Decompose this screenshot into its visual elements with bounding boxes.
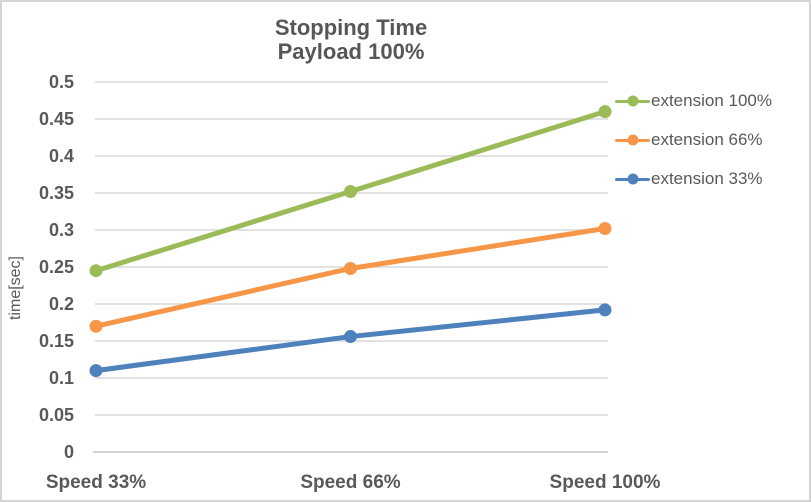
y-tick-label: 0.45 [39, 109, 74, 129]
chart-title: Stopping Time Payload 100% [0, 16, 702, 64]
data-point-extension-100- [344, 185, 357, 199]
y-tick-label: 0.35 [39, 183, 74, 203]
x-axis-label: Speed 66% [300, 472, 400, 493]
data-point-extension-33- [344, 330, 357, 344]
data-point-extension-100- [89, 264, 103, 278]
y-tick-label: 0.15 [39, 331, 74, 351]
y-tick-label: 0.3 [49, 220, 74, 240]
y-tick-label: 0.25 [39, 257, 74, 277]
y-tick-label: 0.4 [49, 146, 74, 166]
y-tick-label: 0 [64, 442, 74, 462]
legend-item-extension-100: extension 100% [615, 88, 772, 114]
x-axis-label: Speed 100% [550, 472, 661, 493]
data-point-extension-33- [89, 364, 103, 378]
legend-item-extension-66: extension 66% [615, 127, 772, 153]
data-point-extension-66- [89, 319, 103, 333]
legend: extension 100% extension 66% extension 3… [615, 88, 772, 192]
legend-marker-icon [615, 134, 650, 146]
chart-title-line2: Payload 100% [277, 39, 425, 64]
legend-marker-icon [615, 173, 650, 185]
data-point-extension-66- [598, 222, 612, 236]
legend-label: extension 66% [651, 130, 763, 149]
y-tick-label: 0.1 [49, 368, 74, 388]
series-line-extension-66- [93, 226, 608, 329]
chart-title-line1: Stopping Time [274, 15, 428, 40]
legend-label: extension 100% [651, 91, 772, 110]
data-point-extension-100- [598, 105, 612, 119]
x-axis-label: Speed 33% [46, 472, 146, 493]
legend-item-extension-33: extension 33% [615, 166, 772, 192]
y-tick-label: 0.05 [39, 405, 74, 425]
y-tick-label: 0.2 [49, 294, 74, 314]
data-point-extension-66- [344, 261, 357, 275]
y-tick-label: 0.5 [49, 72, 74, 92]
legend-marker-icon [615, 95, 650, 107]
data-point-extension-33- [598, 303, 612, 317]
legend-label: extension 33% [651, 169, 763, 188]
